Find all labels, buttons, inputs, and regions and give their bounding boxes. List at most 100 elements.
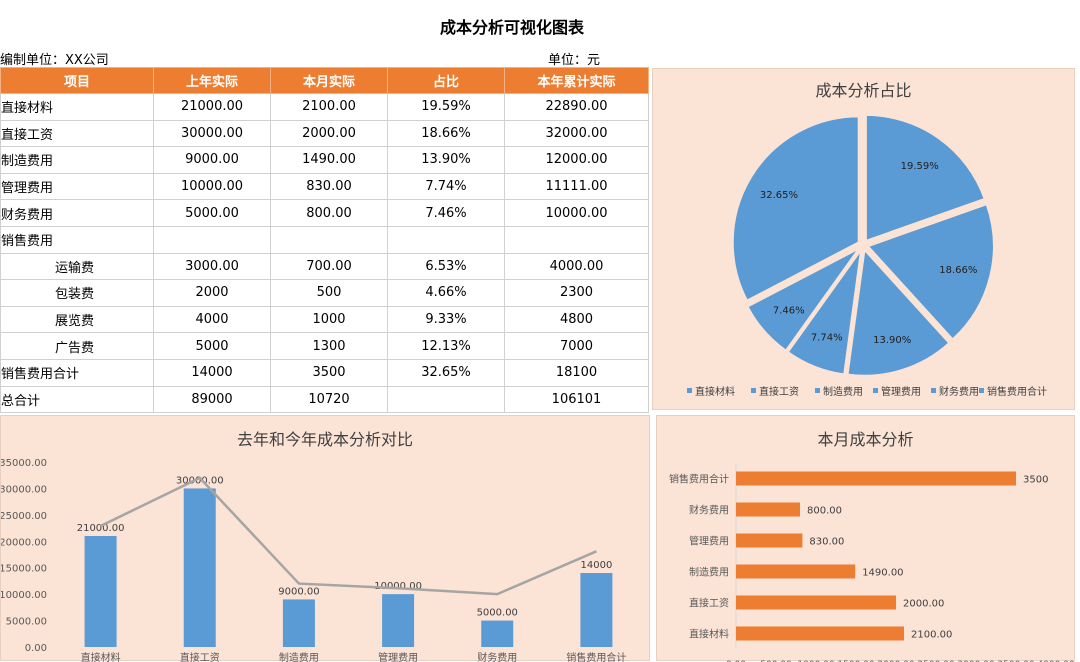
bar — [736, 471, 1016, 486]
monthly-chart-title: 本月成本分析 — [817, 430, 914, 449]
cell-ytd: 18100 — [504, 358, 649, 387]
bar — [183, 488, 216, 647]
table-row: 总合计 89000 10720 106101 — [0, 385, 649, 414]
table-row: 展览费 4000 1000 9.33% 4800 — [0, 305, 649, 334]
pie-chart-title: 成本分析占比 — [815, 81, 912, 100]
monthly-chart-panel: 本月成本分析 销售费用合计 3500 财务费用 800.00 管理费用 830.00 制造费… — [656, 415, 1075, 662]
table-row: 广告费 5000 1300 12.13% 7000 — [0, 332, 649, 360]
y-tick-label: 0.00 — [25, 643, 47, 654]
cell-ytd: 22890.00 — [504, 93, 649, 121]
bar — [481, 620, 514, 647]
comparison-chart-title: 去年和今年成本分析对比 — [236, 430, 413, 449]
y-tick-label: 30000.00 — [1, 484, 47, 495]
pie-slice — [866, 202, 995, 341]
legend-label: 直接工资 — [759, 385, 799, 398]
cell-this-month: 800.00 — [270, 199, 388, 227]
header-last-year: 上年实际 — [153, 67, 271, 94]
x-tick-label: 财务费用 — [477, 651, 517, 662]
cell-item: 销售费用 — [0, 225, 154, 254]
y-tick-label: 15000.00 — [1, 564, 47, 575]
cell-last-year: 5000 — [153, 332, 271, 360]
cell-item: 销售费用合计 — [0, 358, 154, 387]
cell-ytd: 10000.00 — [504, 199, 649, 227]
pie-data-label: 32.65% — [760, 190, 798, 201]
page-title: 成本分析可视化图表 — [439, 18, 584, 37]
bar — [736, 533, 803, 548]
cell-ratio: 12.13% — [387, 332, 505, 360]
cell-ytd: 32000.00 — [504, 119, 649, 148]
cell-last-year: 9000.00 — [153, 146, 271, 174]
pie-slice — [746, 247, 861, 353]
cell-last-year: 10000.00 — [153, 172, 271, 201]
cell-item: 广告费 — [0, 332, 154, 360]
cell-ytd: 106101 — [504, 385, 649, 414]
table-row: 财务费用 5000.00 800.00 7.46% 10000.00 — [0, 199, 649, 227]
x-tick-label: 销售费用合计 — [566, 651, 626, 662]
x-tick-label: 管理费用 — [378, 651, 418, 662]
x-tick-label: 直接材料 — [81, 651, 121, 662]
pie-data-label: 7.74% — [811, 332, 843, 343]
cell-ratio: 13.90% — [387, 146, 505, 174]
table-row: 销售费用 — [0, 225, 649, 254]
table-row: 管理费用 10000.00 830.00 7.74% 11111.00 — [0, 172, 649, 201]
legend-label: 制造费用 — [823, 385, 863, 398]
bar-data-label: 30000.00 — [176, 475, 224, 486]
legend-label: 销售费用合计 — [987, 385, 1047, 398]
cell-last-year: 30000.00 — [153, 119, 271, 148]
x-tick-label: 制造费用 — [279, 651, 319, 662]
legend-swatch — [815, 388, 820, 393]
y-tick-label: 制造费用 — [689, 566, 729, 579]
table-row: 包装费 2000 500 4.66% 2300 — [0, 279, 649, 307]
legend-label: 财务费用 — [939, 385, 979, 398]
legend-label: 管理费用 — [881, 385, 921, 398]
legend-swatch — [873, 388, 878, 393]
bar — [282, 599, 315, 647]
bar-data-label: 3500 — [1023, 475, 1048, 486]
cell-ratio: 19.59% — [387, 93, 505, 121]
cell-item: 管理费用 — [0, 172, 154, 201]
pie-chart-panel: 成本分析占比 19.59% 18.66% 13.90% 7.74% 7.46% 32.65… — [652, 68, 1075, 410]
pie-slice — [731, 115, 860, 303]
cell-ytd — [504, 225, 649, 254]
table-row: 直接工资 30000.00 2000.00 18.66% 32000.00 — [0, 119, 649, 148]
pie-data-label: 7.46% — [773, 305, 805, 316]
bar-data-label: 800.00 — [807, 506, 842, 517]
cell-ratio — [387, 385, 505, 414]
cell-item: 运输费 — [0, 252, 154, 281]
bar — [580, 573, 613, 647]
pie-slice — [864, 113, 986, 243]
cell-item: 财务费用 — [0, 199, 154, 227]
y-tick-label: 直接材料 — [689, 628, 729, 641]
cell-ratio: 9.33% — [387, 305, 505, 334]
bar-data-label: 2100.00 — [911, 630, 952, 641]
y-tick-label: 管理费用 — [689, 535, 729, 548]
y-tick-label: 35000.00 — [1, 458, 47, 469]
y-tick-label: 25000.00 — [1, 511, 47, 522]
cell-last-year: 4000 — [153, 305, 271, 334]
cell-ytd: 4800 — [504, 305, 649, 334]
cell-ytd: 7000 — [504, 332, 649, 360]
y-tick-label: 10000.00 — [1, 590, 47, 601]
pie-data-label: 13.90% — [873, 335, 911, 346]
table-row: 制造费用 9000.00 1490.00 13.90% 12000.00 — [0, 146, 649, 174]
legend-swatch — [979, 388, 984, 393]
cell-ratio: 7.74% — [387, 172, 505, 201]
bar — [736, 595, 896, 610]
cell-this-month — [270, 225, 388, 254]
bar-data-label: 10000.00 — [374, 581, 422, 592]
bar-data-label: 1490.00 — [862, 568, 903, 579]
bar-data-label: 5000.00 — [477, 608, 518, 619]
cell-item: 直接工资 — [0, 119, 154, 148]
header-item: 项目 — [0, 67, 154, 94]
cell-this-month: 830.00 — [270, 172, 388, 201]
cell-item: 制造费用 — [0, 146, 154, 174]
bar-data-label: 830.00 — [809, 537, 844, 548]
ytd-line — [100, 476, 597, 596]
cell-ytd: 4000.00 — [504, 252, 649, 281]
y-tick-label: 财务费用 — [689, 504, 729, 517]
header-ytd: 本年累计实际 — [504, 67, 649, 94]
comparison-chart: 0.00 5000.00 10000.00 15000.00 20000.00 25000… — [1, 458, 626, 662]
cell-ratio: 7.46% — [387, 199, 505, 227]
table-row: 直接材料 21000.00 2100.00 19.59% 22890.00 — [0, 93, 649, 121]
pie-data-label: 19.59% — [901, 161, 939, 172]
